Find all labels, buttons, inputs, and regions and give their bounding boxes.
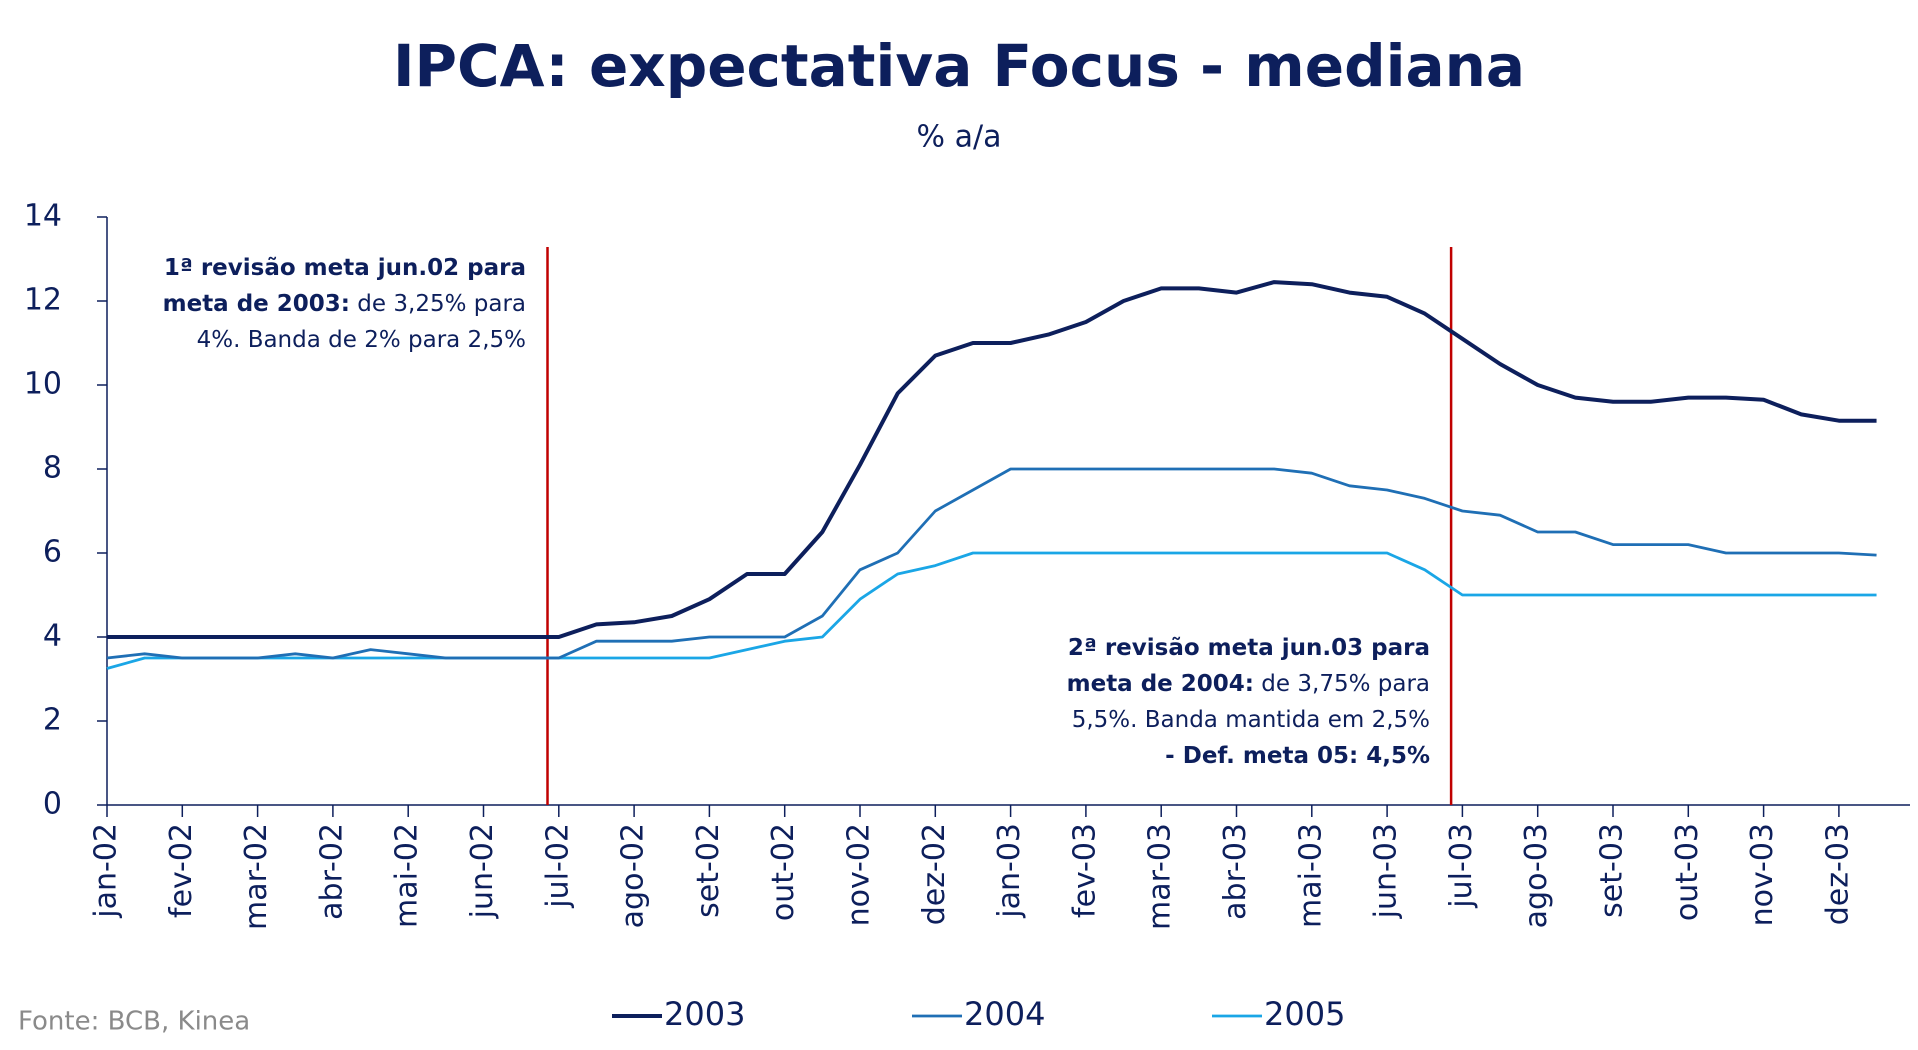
y-tick-label: 12 [24, 283, 62, 318]
annotation-text: de 3,75% para 5,5%. Banda mantida em 2,5… [1071, 671, 1430, 733]
x-tick-label: abr-02 [314, 823, 349, 920]
legend-label: 2005 [1264, 995, 1345, 1033]
series-line [106, 551, 1877, 670]
x-tick-label: jun-02 [465, 823, 500, 919]
x-tick-label: jul-03 [1444, 823, 1479, 909]
x-tick-label: mar-02 [239, 823, 274, 930]
annotation-bold: - Def. meta 05: 4,5% [1165, 743, 1430, 769]
x-tick-label: mai-03 [1293, 823, 1328, 928]
x-tick-label: dez-02 [917, 823, 952, 925]
annotation: 2ª revisão meta jun.03 para meta de 2004… [1050, 630, 1430, 774]
x-tick-label: jan-02 [89, 823, 124, 919]
x-tick-label: dez-03 [1820, 823, 1855, 925]
x-tick-label: set-03 [1595, 823, 1630, 918]
x-tick-label: mar-03 [1143, 823, 1178, 930]
legend-label: 2003 [664, 995, 745, 1033]
annotation: 1ª revisão meta jun.02 para meta de 2003… [150, 250, 526, 358]
x-tick-label: out-02 [766, 823, 801, 921]
x-tick-label: ago-02 [616, 823, 651, 928]
x-tick-label: ago-03 [1519, 823, 1554, 928]
annotation-bold: 2ª revisão meta jun.03 para meta de 2004… [1066, 635, 1430, 697]
source: Fonte: BCB, Kinea [18, 1007, 250, 1037]
y-tick-label: 14 [24, 199, 62, 234]
x-tick-label: jan-03 [992, 823, 1027, 919]
x-tick-label: nov-03 [1745, 823, 1780, 926]
chart-title: IPCA: expectativa Focus - mediana [393, 32, 1525, 100]
annotation-text: de 3,25% para 4%. Banda de 2% para 2,5% [196, 291, 526, 353]
y-tick-label: 8 [43, 451, 62, 486]
legend-label: 2004 [964, 995, 1045, 1033]
y-tick-label: 0 [43, 787, 62, 822]
x-tick-label: abr-03 [1218, 823, 1253, 920]
annotation-bold: 1ª revisão meta jun.02 para meta de 2003… [162, 255, 526, 317]
x-tick-label: jun-03 [1369, 823, 1404, 919]
y-tick-label: 4 [43, 619, 62, 654]
x-tick-label: jul-02 [540, 823, 575, 909]
x-tick-label: nov-02 [842, 823, 877, 926]
y-tick-label: 2 [43, 703, 62, 738]
x-tick-label: set-02 [691, 823, 726, 918]
chart-subtitle: % a/a [917, 120, 1002, 155]
x-tick-label: out-03 [1670, 823, 1705, 921]
y-tick-label: 6 [43, 535, 62, 570]
y-tick-label: 10 [24, 367, 62, 402]
x-tick-label: fev-02 [164, 823, 199, 918]
series-line [106, 467, 1877, 660]
x-tick-label: fev-03 [1067, 823, 1102, 918]
series-line [107, 280, 1877, 639]
x-tick-label: mai-02 [390, 823, 425, 928]
